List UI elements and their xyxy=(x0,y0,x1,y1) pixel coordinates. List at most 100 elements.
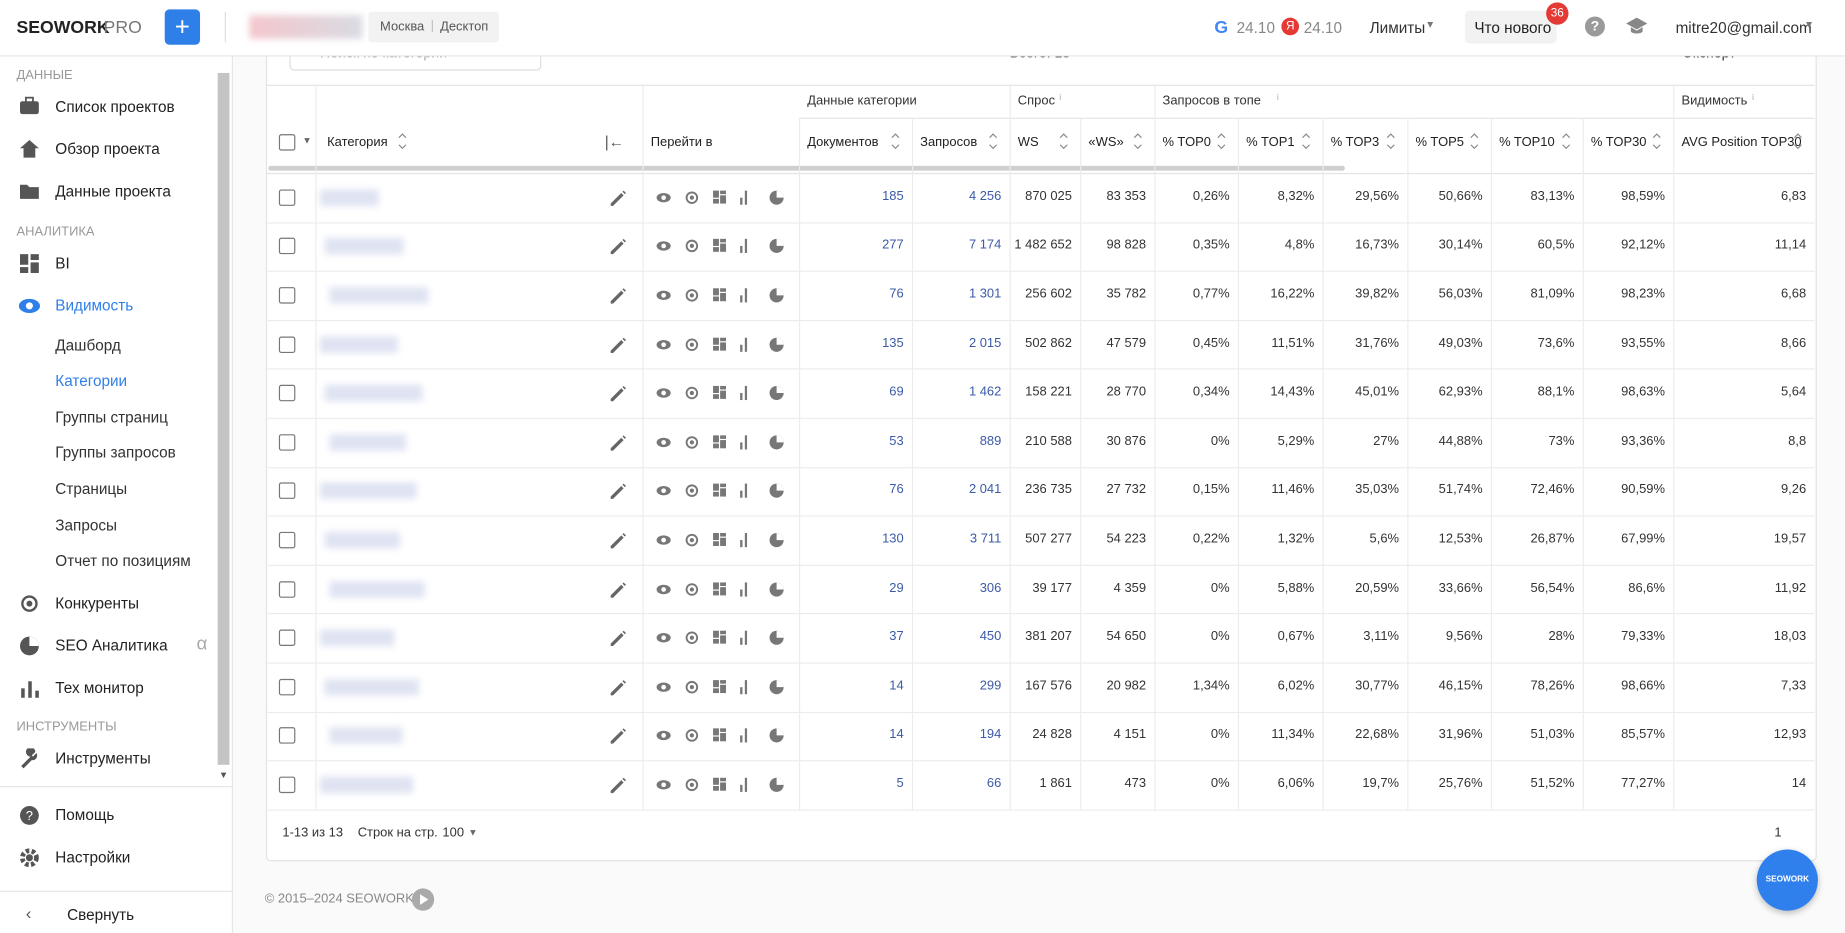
nav-item[interactable]: Данные проекта xyxy=(55,182,171,201)
page-number[interactable]: 1 xyxy=(1774,826,1782,841)
sort-icon[interactable] xyxy=(1561,131,1571,158)
sort-icon[interactable] xyxy=(1217,131,1226,158)
row-checkbox[interactable] xyxy=(278,629,296,647)
row-checkbox[interactable] xyxy=(278,189,296,206)
row-checkbox[interactable] xyxy=(278,678,296,696)
youtube-icon[interactable] xyxy=(411,888,435,911)
row-actions[interactable] xyxy=(608,188,748,213)
nav-item[interactable]: Помощь xyxy=(55,806,115,824)
row-actions[interactable] xyxy=(608,433,748,458)
cell-link[interactable]: 135 xyxy=(882,336,904,351)
cell-link[interactable]: 37 xyxy=(889,629,904,644)
sort-icon[interactable] xyxy=(988,131,998,158)
cell-link[interactable]: 29 xyxy=(889,580,904,595)
row-actions[interactable] xyxy=(608,482,748,507)
nav-subitem[interactable]: Дашборд xyxy=(55,336,121,355)
analytics-icon[interactable] xyxy=(768,189,784,211)
column-header[interactable]: % TOP0 xyxy=(1162,135,1211,150)
education-icon[interactable] xyxy=(1625,15,1649,42)
cell-link[interactable]: 3 711 xyxy=(969,531,1002,546)
cell-link[interactable]: 1 462 xyxy=(968,384,1002,400)
row-checkbox[interactable] xyxy=(278,238,296,255)
nav-subitem[interactable]: Группы страниц xyxy=(55,408,168,426)
column-header[interactable]: % TOP5 xyxy=(1415,135,1464,150)
sort-icon[interactable] xyxy=(891,131,900,158)
select-all-checkbox[interactable] xyxy=(278,134,296,151)
nav-subitem[interactable]: Группы запросов xyxy=(55,443,176,462)
email[interactable]: mitre20@gmail.com xyxy=(1675,18,1812,37)
per-page[interactable]: 100 xyxy=(442,826,465,841)
nav-item[interactable]: Инструменты xyxy=(55,749,151,768)
column-header[interactable]: AVG Position TOP30 xyxy=(1681,135,1802,150)
row-actions[interactable] xyxy=(608,384,748,409)
row-checkbox[interactable] xyxy=(278,336,296,353)
row-checkbox[interactable] xyxy=(278,287,296,304)
nav-subitem[interactable]: Категории xyxy=(55,371,128,390)
sort-icon[interactable] xyxy=(1652,131,1661,158)
row-actions[interactable] xyxy=(608,335,748,360)
row-checkbox[interactable] xyxy=(278,580,296,598)
cell-link[interactable]: 66 xyxy=(986,776,1002,791)
row-actions[interactable] xyxy=(608,580,748,605)
nav-item[interactable]: SEO Аналитика xyxy=(55,636,168,655)
cell-link[interactable]: 306 xyxy=(979,580,1002,595)
cell-link[interactable]: 185 xyxy=(882,189,904,204)
cell-link[interactable]: 194 xyxy=(979,727,1002,742)
sort-icon[interactable] xyxy=(1059,131,1068,158)
analytics-icon[interactable] xyxy=(768,581,784,603)
cell-link[interactable]: 277 xyxy=(882,238,904,253)
cell-link[interactable]: 7 174 xyxy=(968,238,1002,253)
sort-icon[interactable] xyxy=(1793,131,1802,158)
nav-item[interactable]: Видимость xyxy=(55,296,134,315)
column-header[interactable]: % TOP30 xyxy=(1590,135,1647,150)
row-checkbox[interactable] xyxy=(278,433,296,451)
help-icon[interactable]: ? xyxy=(1584,16,1605,37)
sort-icon[interactable] xyxy=(1470,131,1479,158)
cell-link[interactable]: 450 xyxy=(979,629,1002,644)
analytics-icon[interactable] xyxy=(768,630,784,652)
row-actions[interactable] xyxy=(608,286,748,311)
cell-link[interactable]: 69 xyxy=(889,384,904,400)
row-actions[interactable] xyxy=(608,237,748,262)
column-header[interactable]: % TOP10 xyxy=(1499,135,1555,150)
nav-subitem[interactable]: Запросы xyxy=(55,516,118,535)
column-header[interactable]: Документов xyxy=(807,135,879,150)
sort-icon[interactable] xyxy=(1386,131,1395,158)
column-header[interactable]: % TOP3 xyxy=(1330,135,1380,150)
analytics-icon[interactable] xyxy=(768,238,784,260)
row-checkbox[interactable] xyxy=(278,531,296,549)
pin-icon[interactable]: |← xyxy=(604,132,625,151)
analytics-icon[interactable] xyxy=(768,434,784,456)
cell-link[interactable]: 2 015 xyxy=(968,336,1002,351)
nav-subitem[interactable]: Отчет по позициям xyxy=(55,551,191,570)
analytics-icon[interactable] xyxy=(768,483,784,505)
column-header[interactable]: WS xyxy=(1017,135,1039,150)
cell-link[interactable]: 299 xyxy=(979,678,1002,693)
cell-link[interactable]: 76 xyxy=(889,287,904,302)
cell-link[interactable]: 14 xyxy=(889,727,904,742)
row-checkbox[interactable] xyxy=(278,727,296,745)
row-actions[interactable] xyxy=(608,726,748,751)
cell-link[interactable]: 4 256 xyxy=(968,189,1002,204)
cell-link[interactable]: 889 xyxy=(979,433,1002,449)
row-actions[interactable] xyxy=(608,629,748,654)
cell-link[interactable]: 130 xyxy=(882,531,904,546)
column-header[interactable]: Категория xyxy=(327,135,388,150)
analytics-icon[interactable] xyxy=(768,777,784,799)
sort-icon[interactable] xyxy=(1301,131,1311,158)
row-actions[interactable] xyxy=(608,775,748,800)
nav-item[interactable]: Обзор проекта xyxy=(55,140,160,158)
nav-item[interactable]: BI xyxy=(55,254,70,272)
nav-item[interactable]: Конкуренты xyxy=(55,594,139,612)
analytics-icon[interactable] xyxy=(768,679,784,701)
cell-link[interactable]: 14 xyxy=(889,678,904,693)
limits[interactable]: Лимиты xyxy=(1369,18,1426,37)
row-actions[interactable] xyxy=(608,531,748,556)
column-header[interactable]: Запросов xyxy=(920,135,978,150)
whats-new-box[interactable] xyxy=(1464,10,1557,44)
nav-item[interactable]: Тех монитор xyxy=(55,678,144,697)
cell-link[interactable]: 2 041 xyxy=(968,482,1002,498)
analytics-icon[interactable] xyxy=(768,336,784,358)
row-actions[interactable] xyxy=(608,678,748,703)
analytics-icon[interactable] xyxy=(768,532,784,554)
